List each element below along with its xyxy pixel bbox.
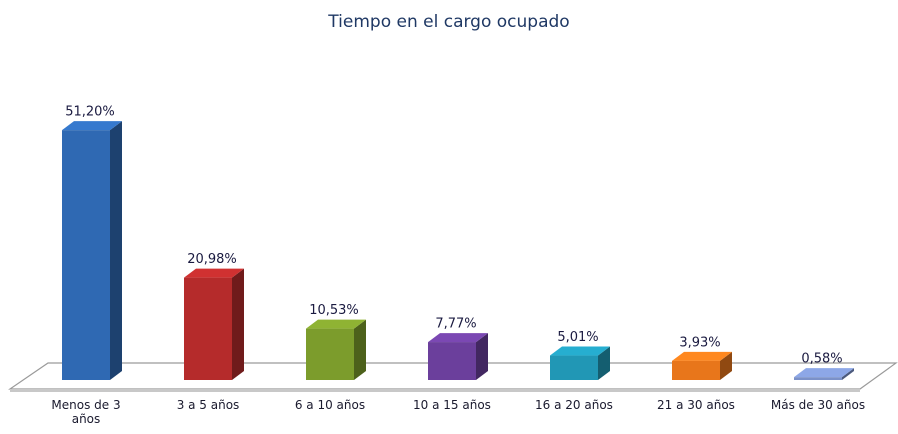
value-label: 5,01% <box>557 330 598 345</box>
x-tick-label-box: 21 a 30 años <box>657 398 735 412</box>
bar-front <box>184 277 232 380</box>
x-tick-label-box: 3 a 5 años <box>176 398 240 412</box>
chart-title: Tiempo en el cargo ocupado <box>327 12 569 32</box>
bar-side <box>720 351 732 380</box>
x-tick-label: 16 a 20 años <box>535 398 613 412</box>
bar-top <box>306 319 366 329</box>
x-tick-label: Más de 30 años <box>770 398 866 412</box>
x-tick-label-box: Menos de 3 años <box>51 398 121 426</box>
bar <box>62 121 122 381</box>
bar-side <box>110 121 122 381</box>
value-label: 7,77% <box>435 317 476 332</box>
bar-top <box>794 368 854 378</box>
value-label: 0,58% <box>801 352 842 367</box>
bar-front <box>428 342 476 380</box>
bar <box>550 346 610 380</box>
bar <box>672 351 732 380</box>
bar-front <box>672 360 720 380</box>
bar-side <box>598 346 610 380</box>
bar-top <box>184 268 244 278</box>
x-tick-label-box: Más de 30 años <box>770 398 866 412</box>
value-label: 10,53% <box>309 303 359 318</box>
bar <box>794 368 854 380</box>
x-tick-label: 21 a 30 años <box>657 398 735 412</box>
x-tick-label-box: 16 a 20 años <box>535 398 613 412</box>
bar <box>306 319 366 380</box>
x-tick-label: Menos de 3 años <box>51 398 121 426</box>
bar-top <box>672 351 732 361</box>
x-tick-label: 10 a 15 años <box>413 398 491 412</box>
bar <box>184 268 244 380</box>
bar-top <box>550 346 610 356</box>
bar-top <box>428 333 488 343</box>
bar-front <box>306 328 354 380</box>
bar-side <box>476 333 488 380</box>
value-label: 20,98% <box>187 252 237 267</box>
bar-top <box>62 121 122 131</box>
x-tick-label-box: 10 a 15 años <box>413 398 491 412</box>
floor-edge <box>10 389 860 392</box>
x-tick-label: 3 a 5 años <box>176 398 240 412</box>
x-tick-label-box: 6 a 10 años <box>294 398 366 412</box>
bar-side <box>354 319 366 380</box>
bar-side <box>842 368 854 380</box>
bar-front <box>550 355 598 380</box>
bar <box>428 333 488 380</box>
bar-side <box>232 268 244 380</box>
bar-front <box>794 377 842 380</box>
x-tick-label: 6 a 10 años <box>294 398 366 412</box>
value-label: 51,20% <box>65 105 115 120</box>
value-label: 3,93% <box>679 335 720 350</box>
bar-front <box>62 130 110 380</box>
